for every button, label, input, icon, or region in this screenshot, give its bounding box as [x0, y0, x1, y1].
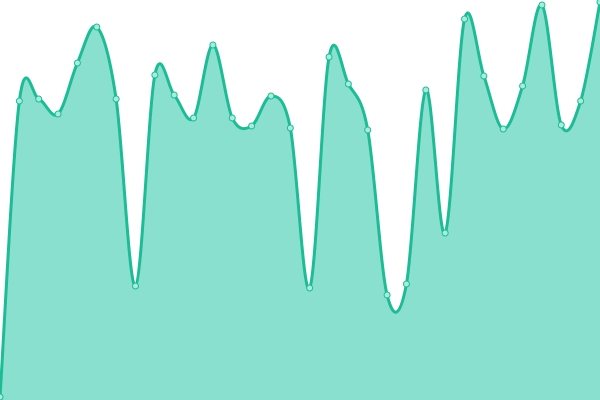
data-point-6 [112, 95, 120, 103]
data-point-30 [577, 97, 585, 105]
data-point-11 [209, 41, 217, 49]
data-point-21 [402, 280, 410, 288]
data-point-26 [499, 125, 507, 133]
data-point-15 [286, 124, 294, 132]
data-point-8 [151, 71, 159, 79]
data-point-2 [35, 95, 43, 103]
data-point-10 [190, 114, 198, 122]
data-point-29 [557, 121, 565, 129]
data-point-20 [383, 291, 391, 299]
data-point-4 [73, 59, 81, 67]
data-point-1 [15, 97, 23, 105]
data-point-12 [228, 114, 236, 122]
data-point-19 [364, 126, 372, 134]
data-point-28 [538, 1, 546, 9]
data-point-0 [0, 393, 4, 400]
data-point-9 [170, 91, 178, 99]
data-point-24 [461, 15, 469, 23]
data-point-14 [267, 92, 275, 100]
data-point-25 [480, 72, 488, 80]
data-point-16 [306, 284, 314, 292]
data-point-3 [54, 110, 62, 118]
data-point-5 [93, 23, 101, 31]
data-point-31 [596, 0, 600, 6]
data-point-13 [248, 122, 256, 130]
data-point-17 [325, 53, 333, 61]
data-point-23 [441, 229, 449, 237]
data-point-27 [519, 82, 527, 90]
data-point-22 [422, 86, 430, 94]
data-point-18 [344, 80, 352, 88]
data-point-7 [131, 282, 139, 290]
